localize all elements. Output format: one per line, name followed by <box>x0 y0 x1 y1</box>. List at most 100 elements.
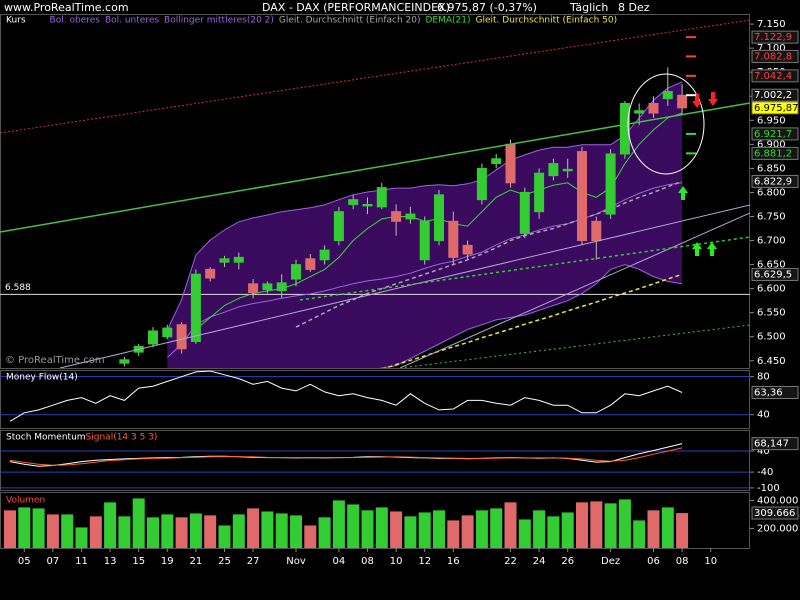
volume-bar <box>347 504 360 548</box>
period: Täglich <box>569 1 608 14</box>
up-arrow <box>707 242 717 256</box>
series-line <box>166 81 683 331</box>
down-arrow <box>692 94 702 108</box>
legend-entry: Bol. oberes <box>50 16 101 26</box>
series-line <box>9 447 683 466</box>
quote: 6.975,87 (-0,37%) <box>437 1 537 14</box>
x-tick-label: 08 <box>361 556 374 567</box>
candle-body <box>333 211 344 242</box>
value-box <box>751 506 799 520</box>
annotations <box>627 73 718 256</box>
value-box <box>751 385 799 399</box>
volume-bar <box>32 508 45 548</box>
volume-bar <box>175 517 188 548</box>
candle-body <box>476 167 487 201</box>
value-box-label: 6.881,2 <box>754 148 792 159</box>
site-name: www.ProRealTime.com <box>4 1 129 14</box>
value-box-label: 7.042,4 <box>754 71 792 82</box>
volume-bar <box>433 510 445 548</box>
legend-entry: Bollinger mittleres(20 2) <box>164 16 274 26</box>
volume-bar <box>4 510 16 548</box>
watermark: © ProRealTime.com <box>5 355 105 366</box>
x-tick-label: 27 <box>247 556 260 567</box>
candle-body <box>291 264 301 280</box>
x-tick-label: 26 <box>561 556 574 567</box>
stoch-frame <box>0 430 750 491</box>
legend-entry: Money Flow(14) <box>6 373 78 383</box>
candle-body <box>419 220 430 261</box>
candle-body <box>519 191 530 234</box>
volume-bar <box>275 513 288 548</box>
trend-line <box>399 212 750 368</box>
candle-body <box>677 94 688 109</box>
value-box-label: 6.921,7 <box>754 129 792 140</box>
value-box <box>751 69 799 83</box>
y-tick-label: 7.100 <box>757 43 786 54</box>
value-box <box>751 88 799 102</box>
candle-body <box>362 203 373 207</box>
y-tick-label: 7.150 <box>757 19 786 30</box>
x-tick-label: 15 <box>132 556 145 567</box>
value-box-label: 6.822,9 <box>754 176 792 187</box>
volume-bar <box>61 514 74 548</box>
legend-entry: Stoch Momentum <box>6 433 86 443</box>
volume-bar <box>361 510 374 548</box>
trend-line <box>0 102 750 233</box>
trend-lines <box>0 19 750 368</box>
legend-entry: Kurs <box>6 16 26 26</box>
volume-bar <box>147 517 159 548</box>
volume-bar <box>189 513 202 548</box>
y-tick-label: 6.950 <box>757 115 786 126</box>
candle-body <box>548 163 559 177</box>
support-label: 6.588 <box>5 283 31 293</box>
x-tick-label: 19 <box>161 556 174 567</box>
candle-body <box>319 249 330 261</box>
trend-line <box>0 19 750 134</box>
x-tick-label: 06 <box>647 556 660 567</box>
value-box <box>751 437 799 451</box>
x-tick-label: Nov <box>286 556 306 567</box>
x-tick-label: 05 <box>18 556 31 567</box>
volume-bar <box>290 515 302 548</box>
y-tick-label: 40 <box>757 446 770 457</box>
value-box-label: 7.122,9 <box>754 32 792 43</box>
candle-body <box>448 220 459 258</box>
x-tick-label: 24 <box>533 556 546 567</box>
candle-body <box>591 220 602 242</box>
volume-frame <box>0 492 750 549</box>
candle-body <box>648 102 659 114</box>
y-tick-label: 200.000 <box>757 523 798 534</box>
legend-entry: Gleit. Durchschnitt (Einfach 20) <box>279 16 421 26</box>
volume-bar <box>375 507 388 548</box>
candle-body <box>305 258 316 270</box>
legend-entry: Volumen <box>6 496 45 506</box>
value-box-label: 63,36 <box>754 387 783 398</box>
volume-bar <box>161 514 174 548</box>
candle-body <box>434 194 444 242</box>
legend-entry: Gleit. Durchschnitt (Einfach 50) <box>476 16 618 26</box>
candle-body <box>534 172 545 213</box>
legend-entry: Bol. unteres <box>105 16 159 26</box>
value-box <box>751 174 799 188</box>
y-tick-label: 6.550 <box>757 308 786 319</box>
stoch-plot <box>0 443 750 489</box>
trend-line <box>399 324 750 368</box>
value-box-label: 6.629,5 <box>754 269 792 280</box>
money-flow-frame <box>0 370 750 429</box>
candle-body <box>462 244 473 255</box>
y-tick-label: 6.500 <box>757 332 786 343</box>
value-box-label: 68,147 <box>754 439 789 450</box>
x-tick-label: 16 <box>447 556 460 567</box>
candle-body <box>348 199 359 205</box>
candle-body <box>276 282 287 292</box>
value-box <box>751 146 799 160</box>
candle-body <box>219 258 230 263</box>
value-box-label: 7.082,8 <box>754 51 792 62</box>
x-axis: 05 07 11 13 15 19 21 25 27 Nov 04 08 10 12 16 22 24 26 Dez… <box>18 548 717 567</box>
volume-bar <box>304 525 317 548</box>
x-tick-label: 12 <box>418 556 431 567</box>
volume-bar <box>576 502 588 548</box>
down-arrow <box>708 92 718 106</box>
legends: Kurs Bol. oberes Bol. unteres Bollinger mit… <box>6 16 617 506</box>
